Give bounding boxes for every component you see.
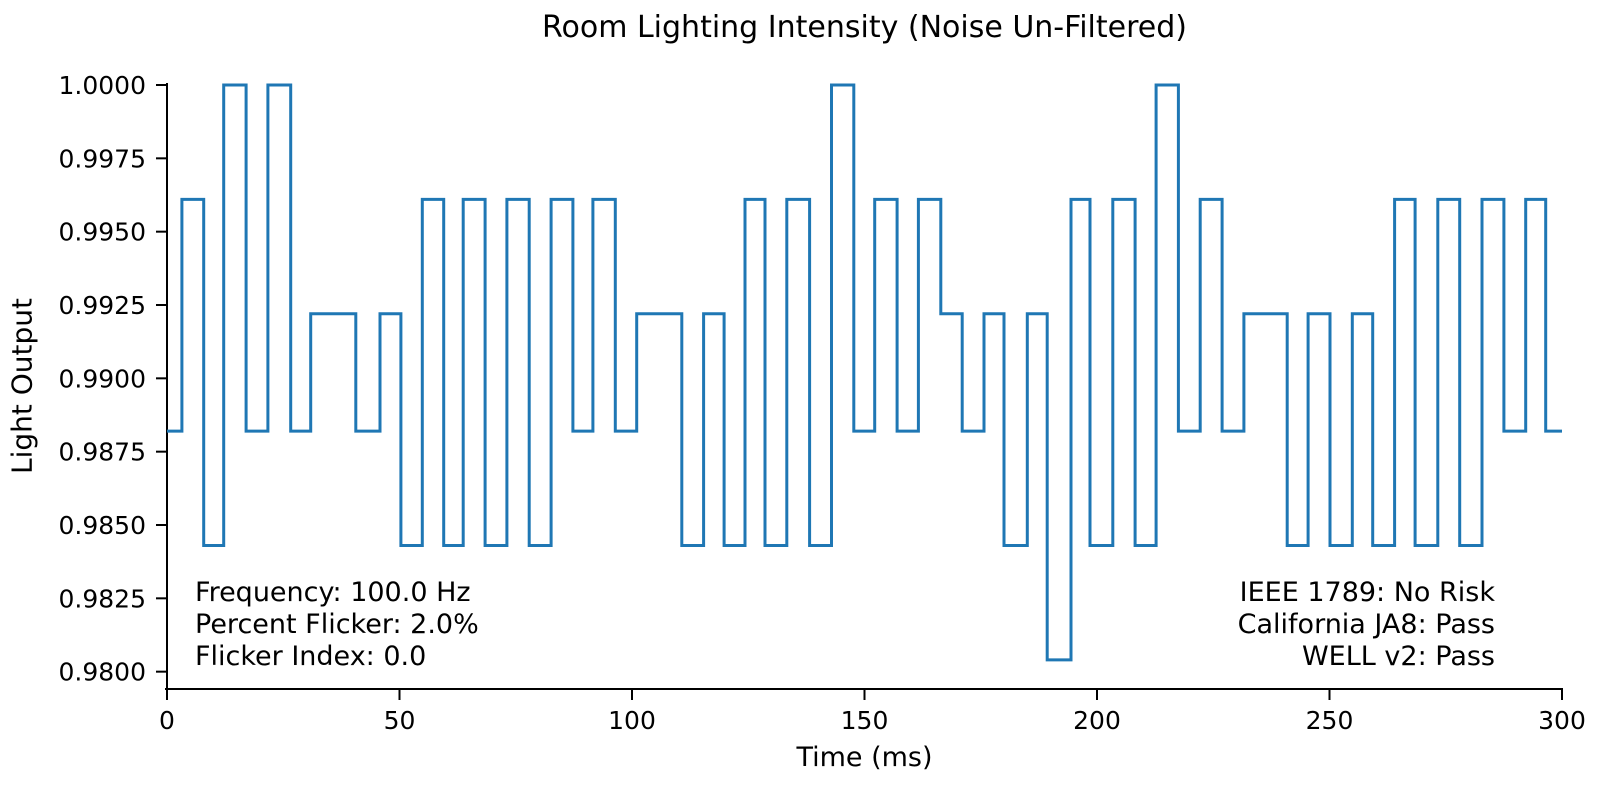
frequency-text: Frequency: 100.0 Hz <box>195 577 471 608</box>
x-tick-label: 200 <box>1073 706 1121 735</box>
x-tick-label: 150 <box>841 706 889 735</box>
x-axis-label: Time (ms) <box>796 742 933 773</box>
y-tick-label: 0.9975 <box>59 144 146 173</box>
light-output-waveform <box>167 83 1562 662</box>
y-tick-label: 0.9950 <box>59 218 146 247</box>
y-tick-label: 0.9825 <box>59 584 146 613</box>
y-tick-label: 0.9875 <box>59 438 146 467</box>
y-tick-label: 0.9850 <box>59 511 146 540</box>
y-tick-label: 0.9800 <box>59 658 146 687</box>
x-tick-label: 100 <box>608 706 656 735</box>
metrics-annotation: Frequency: 100.0 Hz Percent Flicker: 2.0… <box>195 577 479 673</box>
california-ja8-text: California JA8: Pass <box>1237 609 1495 640</box>
percent-flicker-text: Percent Flicker: 2.0% <box>195 609 479 640</box>
compliance-annotation: IEEE 1789: No Risk California JA8: Pass … <box>1238 577 1495 673</box>
x-tick-label: 0 <box>159 706 175 735</box>
chart-title: Room Lighting Intensity (Noise Un-Filter… <box>542 10 1187 45</box>
flicker-index-text: Flicker Index: 0.0 <box>195 641 427 672</box>
y-tick-label: 0.9925 <box>59 291 146 320</box>
y-tick-label: 0.9900 <box>59 364 146 393</box>
y-tick-label: 1.0000 <box>59 71 146 100</box>
x-tick-label: 50 <box>384 706 416 735</box>
x-tick-label: 250 <box>1306 706 1354 735</box>
x-tick-label: 300 <box>1538 706 1586 735</box>
ieee-1789-text: IEEE 1789: No Risk <box>1239 577 1495 608</box>
well-v2-text: WELL v2: Pass <box>1301 641 1495 672</box>
